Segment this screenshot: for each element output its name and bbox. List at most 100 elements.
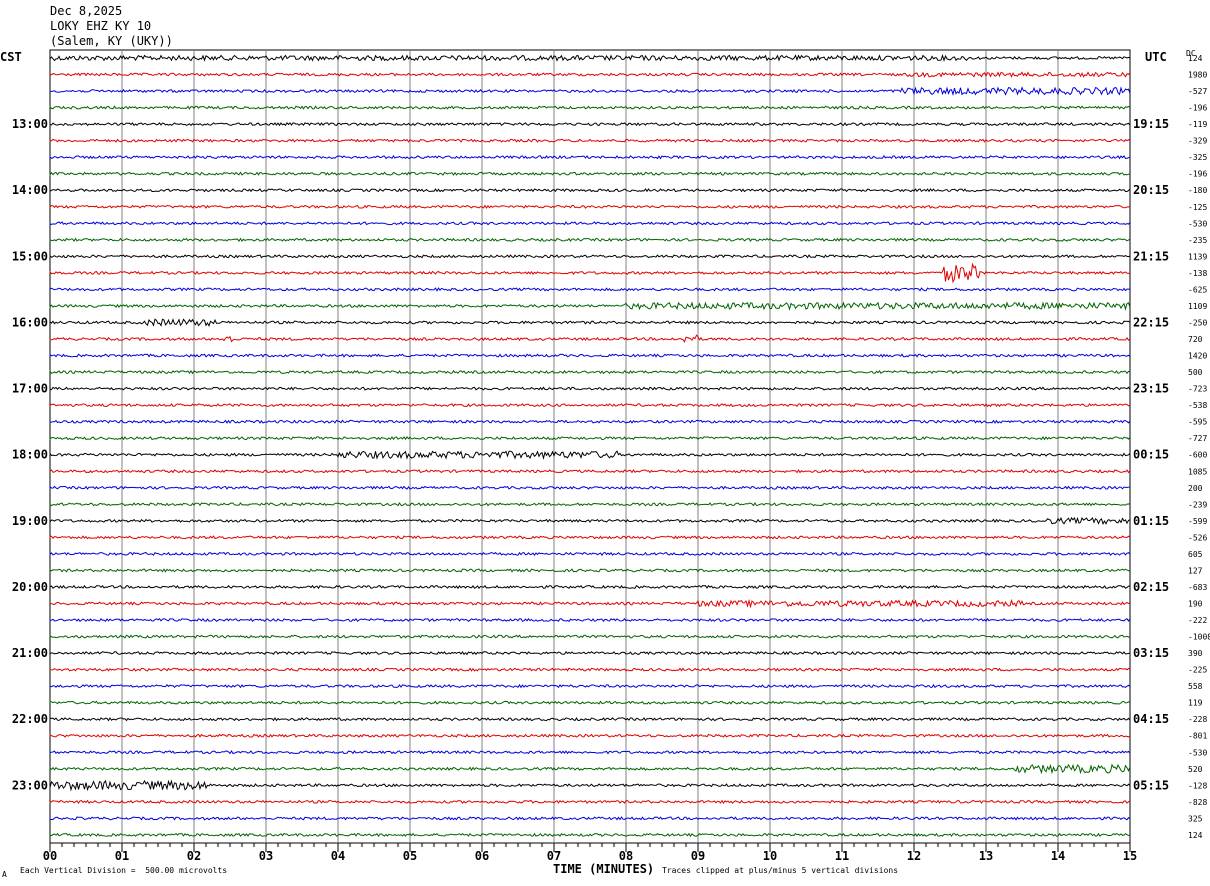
x-tick-label: 05 — [403, 849, 417, 863]
x-tick-label: 00 — [43, 849, 57, 863]
right-timezone-label: UTC — [1145, 50, 1167, 64]
dc-offset-label: -239 — [1188, 500, 1207, 509]
seismic-trace — [49, 287, 1131, 292]
right-hour-label: 23:15 — [1133, 382, 1169, 396]
left-hour-label: 23:00 — [12, 778, 48, 792]
header-station: LOKY EHZ KY 10 — [50, 19, 152, 33]
left-hour-label: 18:00 — [12, 448, 48, 462]
dc-offset-label: -599 — [1188, 517, 1207, 526]
seismic-trace — [49, 154, 1131, 160]
dc-offset-label: -683 — [1188, 583, 1207, 592]
right-hour-label: 19:15 — [1133, 117, 1169, 131]
seismic-trace — [49, 535, 1131, 540]
x-tick-label: 02 — [187, 849, 201, 863]
dc-offset-label: -727 — [1188, 434, 1207, 443]
dc-offset-label: -625 — [1188, 285, 1207, 294]
x-tick-label: 01 — [115, 849, 129, 863]
seismic-trace — [49, 832, 1131, 838]
seismic-trace — [49, 551, 1131, 557]
left-hour-label: 14:00 — [12, 183, 48, 197]
dc-offset-label: 1085 — [1188, 467, 1207, 476]
right-hour-label: 04:15 — [1133, 712, 1169, 726]
left-hour-label: 19:00 — [12, 514, 48, 528]
x-axis-label: TIME (MINUTES) — [553, 862, 655, 876]
seismic-trace — [49, 386, 1131, 391]
seismic-trace — [49, 502, 1131, 507]
dc-offset-label: -196 — [1188, 104, 1207, 113]
right-hour-label: 20:15 — [1133, 183, 1169, 197]
seismic-trace — [49, 318, 1131, 328]
dc-offset-label: 190 — [1188, 599, 1203, 608]
dc-offset-label: -125 — [1188, 203, 1207, 212]
seismic-trace — [49, 171, 1131, 177]
seismic-trace — [49, 485, 1131, 490]
footer-clip-note: Traces clipped at plus/minus 5 vertical … — [662, 866, 899, 875]
dc-offset-label: -595 — [1188, 418, 1207, 427]
seismic-trace — [49, 816, 1131, 821]
seismic-trace — [49, 254, 1131, 259]
x-tick-label: 11 — [835, 849, 849, 863]
x-tick-label: 14 — [1051, 849, 1065, 863]
left-hour-label: 21:00 — [12, 646, 48, 660]
seismic-trace — [49, 779, 1131, 792]
x-tick-label: 15 — [1123, 849, 1137, 863]
seismic-trace — [49, 138, 1131, 143]
header-location: (Salem, KY (UKY)) — [50, 34, 173, 48]
dc-offset-label: 124 — [1188, 831, 1203, 840]
dc-offset-label: -723 — [1188, 385, 1207, 394]
seismic-trace — [49, 617, 1131, 623]
plot-frame — [49, 49, 1131, 844]
seismic-trace — [49, 402, 1131, 408]
dc-offset-label: -329 — [1188, 137, 1207, 146]
dc-offset-label: -228 — [1188, 715, 1207, 724]
left-hour-label: 17:00 — [12, 382, 48, 396]
dc-offset-label: -196 — [1188, 170, 1207, 179]
seismic-trace — [49, 188, 1131, 193]
seismic-trace — [49, 301, 1131, 311]
left-timezone-label: CST — [0, 50, 22, 64]
x-tick-label: 13 — [979, 849, 993, 863]
x-tick-label: 04 — [331, 849, 345, 863]
seismic-trace — [49, 683, 1131, 689]
dc-offset-label: -801 — [1188, 732, 1207, 741]
seismic-trace — [49, 353, 1131, 358]
dc-offset-label: 1420 — [1188, 352, 1207, 361]
dc-offset-label: -235 — [1188, 236, 1207, 245]
left-hour-label: 22:00 — [12, 712, 48, 726]
seismic-trace — [49, 262, 1131, 284]
dc-offset-label: 127 — [1188, 566, 1203, 575]
seismic-trace — [49, 667, 1131, 672]
dc-offset-label: 605 — [1188, 550, 1203, 559]
dc-offset-label: -225 — [1188, 666, 1207, 675]
seismic-trace — [49, 237, 1131, 243]
dc-offset-label: -180 — [1188, 186, 1207, 195]
seismic-trace — [49, 733, 1131, 738]
seismic-trace — [49, 419, 1131, 424]
left-hour-label: 13:00 — [12, 117, 48, 131]
seismic-trace — [49, 763, 1131, 775]
dc-offset-label: 1109 — [1188, 302, 1207, 311]
header-date: Dec 8,2025 — [50, 4, 123, 18]
dc-offset-label: -222 — [1188, 616, 1207, 625]
x-tick-label: 06 — [475, 849, 489, 863]
footer-scale-note: Each Vertical Division = 500.00 microvol… — [20, 866, 228, 875]
seismic-trace — [49, 204, 1131, 209]
seismic-trace — [49, 436, 1131, 441]
seismic-trace — [49, 86, 1131, 97]
right-hour-label: 03:15 — [1133, 646, 1169, 660]
dc-offset-label: -530 — [1188, 219, 1207, 228]
left-hour-label: 20:00 — [12, 580, 48, 594]
x-tick-label: 12 — [907, 849, 921, 863]
dc-offset-label: 1139 — [1188, 252, 1207, 261]
seismic-trace — [49, 750, 1131, 755]
x-tick-label: 08 — [619, 849, 633, 863]
dc-offset-label: -128 — [1188, 781, 1207, 790]
seismic-trace — [49, 584, 1130, 590]
seismic-trace — [49, 568, 1131, 573]
x-tick-label: 10 — [763, 849, 777, 863]
seismic-trace — [49, 450, 1131, 461]
seismic-trace — [49, 369, 1131, 375]
seismic-trace — [49, 121, 1131, 127]
dc-offset-label: -325 — [1188, 153, 1207, 162]
